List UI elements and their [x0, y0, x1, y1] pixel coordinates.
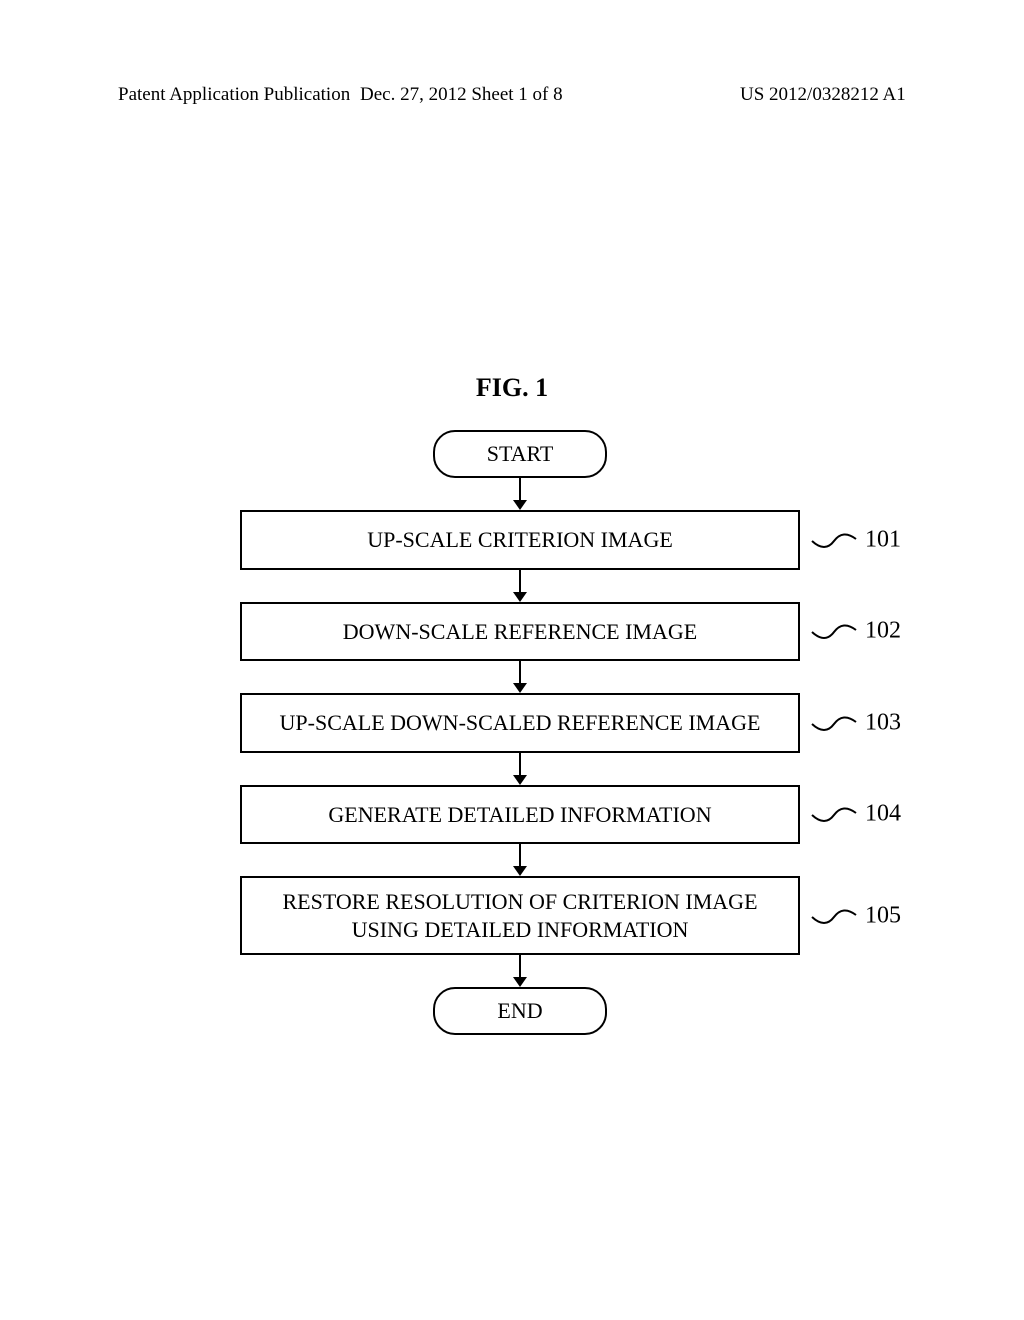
process-box: UP-SCALE DOWN-SCALED REFERENCE IMAGE — [240, 693, 800, 753]
ref-connector-icon — [810, 901, 860, 931]
header-right: US 2012/0328212 A1 — [740, 84, 906, 106]
arrow — [240, 955, 800, 987]
process-row-2: DOWN-SCALE REFERENCE IMAGE 102 — [240, 602, 800, 662]
process-box: GENERATE DETAILED INFORMATION — [240, 785, 800, 845]
arrow — [240, 570, 800, 602]
process-box: RESTORE RESOLUTION OF CRITERION IMAGE US… — [240, 876, 800, 955]
flowchart: START UP-SCALE CRITERION IMAGE 101 DOWN-… — [240, 430, 800, 1035]
arrow — [240, 844, 800, 876]
arrow — [240, 661, 800, 693]
figure-label: FIG. 1 — [0, 373, 1024, 403]
ref-connector-icon — [810, 616, 860, 646]
start-terminator-row: START — [240, 430, 800, 478]
process-row-4: GENERATE DETAILED INFORMATION 104 — [240, 785, 800, 845]
header-center: Dec. 27, 2012 Sheet 1 of 8 — [360, 84, 563, 106]
ref-number: 105 — [865, 902, 901, 929]
header-left: Patent Application Publication — [118, 84, 350, 106]
end-terminator: END — [433, 987, 607, 1035]
start-terminator: START — [433, 430, 607, 478]
end-terminator-row: END — [240, 987, 800, 1035]
arrow — [240, 478, 800, 510]
process-box: DOWN-SCALE REFERENCE IMAGE — [240, 602, 800, 662]
process-row-1: UP-SCALE CRITERION IMAGE 101 — [240, 510, 800, 570]
process-label-line-2: USING DETAILED INFORMATION — [352, 917, 689, 942]
ref-number: 103 — [865, 709, 901, 736]
ref-number: 102 — [865, 618, 901, 645]
process-row-5: RESTORE RESOLUTION OF CRITERION IMAGE US… — [240, 876, 800, 955]
ref-number: 101 — [865, 526, 901, 553]
process-label-line-1: RESTORE RESOLUTION OF CRITERION IMAGE — [282, 889, 757, 914]
ref-connector-icon — [810, 708, 860, 738]
ref-connector-icon — [810, 525, 860, 555]
process-row-3: UP-SCALE DOWN-SCALED REFERENCE IMAGE 103 — [240, 693, 800, 753]
ref-number: 104 — [865, 801, 901, 828]
process-box: UP-SCALE CRITERION IMAGE — [240, 510, 800, 570]
arrow — [240, 753, 800, 785]
ref-connector-icon — [810, 799, 860, 829]
